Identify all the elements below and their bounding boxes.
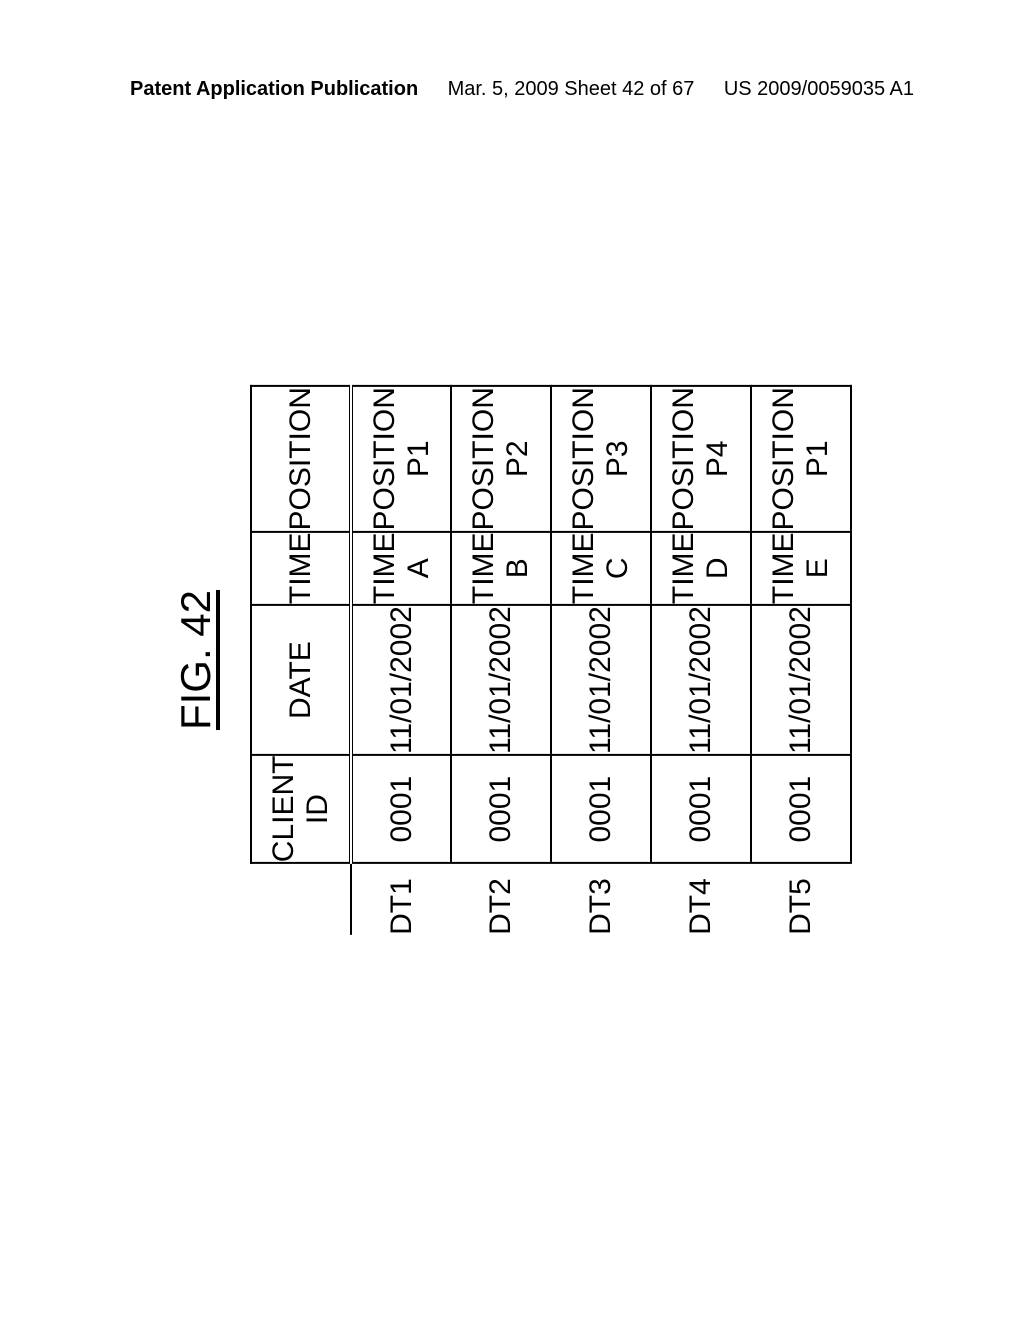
- row-label: DT3: [551, 863, 651, 935]
- figure-content: FIG. 42 CLIENT ID DATE TIME POSITION DT1…: [172, 385, 852, 935]
- cell-time: TIME B: [451, 531, 551, 605]
- table-row: DT1 0001 11/01/2002 TIME A POSITION P1: [351, 386, 451, 935]
- table-header-row: CLIENT ID DATE TIME POSITION: [251, 386, 351, 935]
- row-label: DT4: [651, 863, 751, 935]
- cell-client: 0001: [451, 755, 551, 863]
- cell-client: 0001: [551, 755, 651, 863]
- cell-position: POSITION P3: [551, 386, 651, 531]
- col-header-time: TIME: [251, 531, 351, 605]
- cell-position: POSITION P2: [451, 386, 551, 531]
- cell-time: TIME C: [551, 531, 651, 605]
- cell-client: 0001: [651, 755, 751, 863]
- cell-date: 11/01/2002: [451, 605, 551, 755]
- cell-date: 11/01/2002: [651, 605, 751, 755]
- cell-client: 0001: [351, 755, 451, 863]
- table-row: DT4 0001 11/01/2002 TIME D POSITION P4: [651, 386, 751, 935]
- cell-position: POSITION P1: [351, 386, 451, 531]
- cell-position: POSITION P4: [651, 386, 751, 531]
- header-left: Patent Application Publication: [130, 78, 418, 101]
- row-label: DT5: [751, 863, 851, 935]
- cell-position: POSITION P1: [751, 386, 851, 531]
- cell-time: TIME E: [751, 531, 851, 605]
- header-spacer: [251, 863, 351, 935]
- row-label: DT2: [451, 863, 551, 935]
- page-header: Patent Application Publication Mar. 5, 2…: [0, 78, 1024, 101]
- data-table: CLIENT ID DATE TIME POSITION DT1 0001 11…: [250, 385, 852, 935]
- table-row: DT2 0001 11/01/2002 TIME B POSITION P2: [451, 386, 551, 935]
- table-row: DT3 0001 11/01/2002 TIME C POSITION P3: [551, 386, 651, 935]
- cell-client: 0001: [751, 755, 851, 863]
- row-label: DT1: [351, 863, 451, 935]
- cell-date: 11/01/2002: [551, 605, 651, 755]
- cell-time: TIME D: [651, 531, 751, 605]
- figure-label: FIG. 42: [172, 385, 220, 935]
- col-header-date: DATE: [251, 605, 351, 755]
- cell-date: 11/01/2002: [351, 605, 451, 755]
- cell-time: TIME A: [351, 531, 451, 605]
- col-header-client: CLIENT ID: [251, 755, 351, 863]
- table-row: DT5 0001 11/01/2002 TIME E POSITION P1: [751, 386, 851, 935]
- header-center: Mar. 5, 2009 Sheet 42 of 67: [448, 78, 695, 101]
- header-right: US 2009/0059035 A1: [724, 78, 914, 101]
- col-header-position: POSITION: [251, 386, 351, 531]
- cell-date: 11/01/2002: [751, 605, 851, 755]
